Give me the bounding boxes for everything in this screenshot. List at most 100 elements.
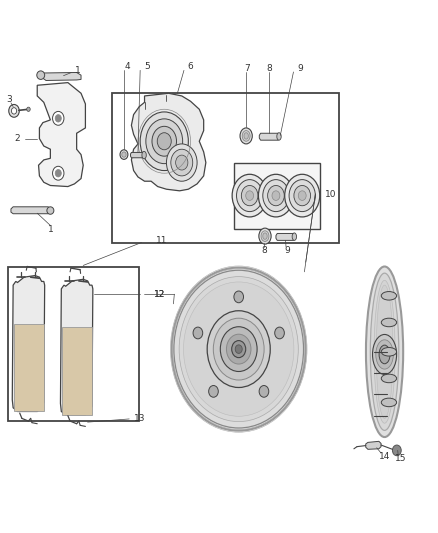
Polygon shape: [131, 93, 206, 191]
Ellipse shape: [120, 150, 128, 159]
Circle shape: [171, 149, 193, 176]
Circle shape: [184, 282, 294, 416]
Ellipse shape: [47, 207, 54, 214]
Text: 9: 9: [297, 64, 303, 72]
Circle shape: [53, 166, 64, 180]
Circle shape: [258, 174, 293, 217]
Text: 15: 15: [395, 454, 406, 463]
Circle shape: [55, 169, 61, 177]
Ellipse shape: [142, 151, 146, 159]
Circle shape: [9, 104, 19, 117]
Circle shape: [259, 385, 269, 397]
Circle shape: [275, 327, 284, 339]
Circle shape: [157, 133, 171, 150]
Ellipse shape: [261, 231, 269, 241]
Polygon shape: [259, 133, 279, 140]
Text: 9: 9: [284, 246, 290, 255]
Circle shape: [289, 180, 315, 212]
Circle shape: [152, 126, 177, 156]
Ellipse shape: [379, 345, 390, 364]
Circle shape: [392, 445, 401, 456]
Ellipse shape: [376, 340, 393, 369]
Circle shape: [27, 107, 30, 111]
Text: 12: 12: [154, 290, 166, 298]
Ellipse shape: [381, 348, 397, 356]
Bar: [14, 324, 44, 411]
Circle shape: [179, 277, 298, 422]
Circle shape: [172, 268, 306, 431]
Circle shape: [232, 341, 246, 358]
Circle shape: [241, 185, 258, 206]
Circle shape: [146, 119, 183, 164]
Ellipse shape: [244, 133, 248, 139]
Text: 8: 8: [261, 246, 267, 255]
Text: 14: 14: [379, 453, 390, 461]
Polygon shape: [39, 72, 81, 80]
Ellipse shape: [381, 398, 397, 407]
Text: 3: 3: [7, 95, 13, 104]
Ellipse shape: [292, 233, 297, 240]
Ellipse shape: [374, 280, 395, 423]
Text: 5: 5: [144, 62, 150, 71]
Polygon shape: [276, 233, 295, 240]
Circle shape: [11, 108, 17, 114]
Ellipse shape: [381, 318, 397, 327]
Bar: [8, 266, 139, 421]
Circle shape: [166, 144, 197, 181]
Ellipse shape: [263, 233, 267, 239]
Text: 1: 1: [47, 225, 53, 233]
Circle shape: [234, 291, 244, 303]
Ellipse shape: [381, 292, 397, 300]
Ellipse shape: [370, 273, 399, 431]
Text: 12: 12: [154, 290, 166, 298]
Text: 8: 8: [266, 64, 272, 72]
Circle shape: [298, 191, 306, 200]
Circle shape: [213, 318, 264, 380]
Ellipse shape: [372, 335, 397, 374]
Circle shape: [176, 155, 188, 170]
Ellipse shape: [259, 228, 271, 244]
Circle shape: [220, 327, 257, 372]
Ellipse shape: [366, 266, 403, 437]
Circle shape: [294, 185, 311, 206]
Text: 2: 2: [15, 134, 20, 143]
Text: 4: 4: [124, 62, 130, 71]
Ellipse shape: [240, 128, 252, 144]
Text: 10: 10: [325, 190, 337, 198]
Ellipse shape: [277, 133, 281, 140]
Circle shape: [140, 112, 188, 171]
Ellipse shape: [376, 285, 393, 418]
Polygon shape: [131, 152, 145, 158]
Polygon shape: [11, 207, 50, 214]
Polygon shape: [60, 279, 93, 415]
Text: 11: 11: [156, 237, 168, 245]
Circle shape: [285, 174, 320, 217]
Text: 6: 6: [187, 62, 194, 71]
Ellipse shape: [122, 152, 126, 157]
Text: 1: 1: [75, 66, 81, 75]
Ellipse shape: [242, 131, 250, 141]
Bar: [62, 327, 92, 415]
Polygon shape: [37, 83, 85, 187]
Polygon shape: [366, 441, 381, 449]
Bar: [234, 163, 320, 229]
Circle shape: [174, 270, 304, 428]
Circle shape: [55, 115, 61, 122]
Circle shape: [268, 185, 284, 206]
Circle shape: [235, 345, 242, 353]
Text: 13: 13: [134, 415, 145, 423]
Ellipse shape: [37, 71, 45, 79]
Circle shape: [53, 111, 64, 125]
Circle shape: [226, 334, 251, 364]
Bar: [112, 93, 339, 243]
Circle shape: [272, 191, 280, 200]
Circle shape: [232, 174, 267, 217]
Circle shape: [246, 191, 254, 200]
Circle shape: [193, 327, 203, 339]
Ellipse shape: [381, 374, 397, 383]
Circle shape: [263, 180, 289, 212]
Polygon shape: [12, 276, 45, 411]
Text: 7: 7: [244, 64, 250, 72]
Circle shape: [208, 385, 218, 397]
Circle shape: [207, 311, 270, 387]
